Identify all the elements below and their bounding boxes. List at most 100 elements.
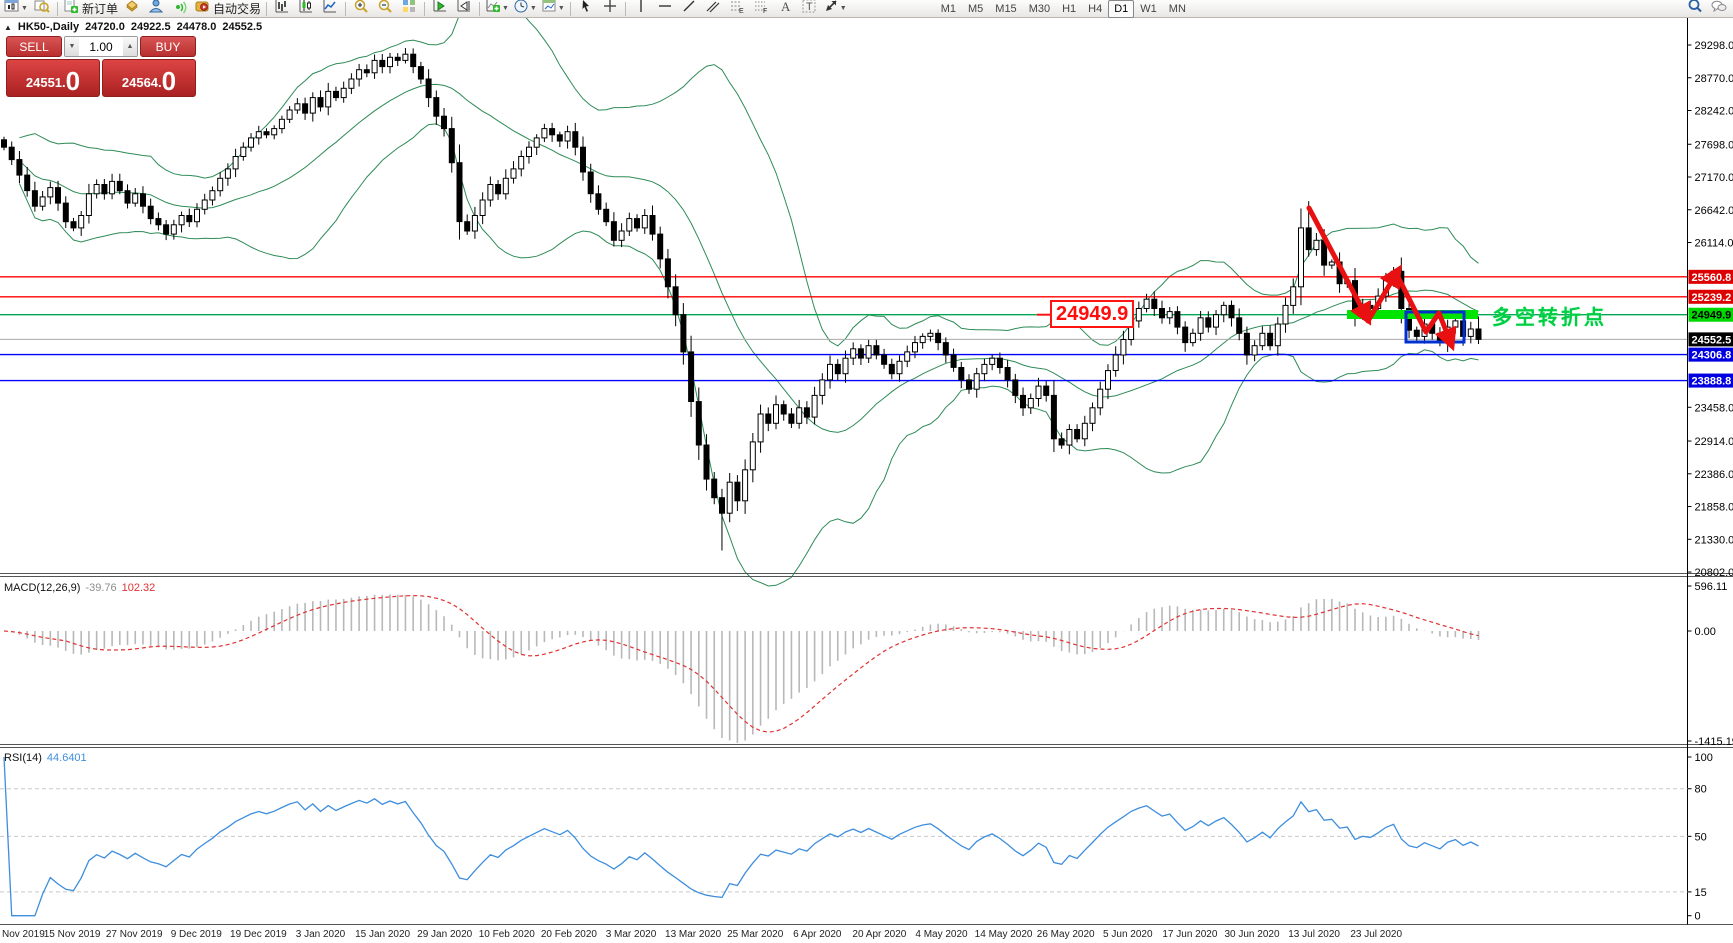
sell-button[interactable]: SELL: [6, 36, 62, 57]
svg-text:25239.2: 25239.2: [1692, 292, 1732, 304]
price-level-tag[interactable]: 24949.9: [1050, 300, 1135, 328]
trendline-button[interactable]: [677, 0, 701, 18]
rsi-panel: [0, 756, 1688, 917]
svg-text:A: A: [781, 0, 791, 14]
timeframe-m30-button[interactable]: M30: [1028, 2, 1051, 15]
buy-button[interactable]: BUY: [140, 36, 196, 57]
volume-increase-button[interactable]: ▲: [123, 37, 137, 56]
price-axis: 29298.0 28770.0 28242.0 27698.0 27170.0 26642…: [1687, 40, 1733, 579]
dropdown-caret-icon: ▼: [529, 5, 537, 12]
turning-point-annotation[interactable]: 多空转折点: [1492, 307, 1607, 329]
timeframe-d1-button[interactable]: D1: [1108, 0, 1135, 18]
zoom-out-icon: [377, 0, 393, 19]
zoom-out-button[interactable]: [373, 0, 397, 18]
date-tick-label: 4 May 2020: [915, 929, 968, 940]
chat-button[interactable]: [1707, 0, 1731, 18]
bollinger-upper-band: [19, 18, 1479, 347]
chart-window-button[interactable]: ▼: [2, 0, 30, 18]
tile-windows-button[interactable]: [397, 0, 421, 18]
timeframe-h4-button[interactable]: H4: [1088, 2, 1103, 15]
date-tick-label: 30 Jun 2020: [1224, 929, 1279, 940]
date-tick-label: 20 Feb 2020: [541, 929, 598, 940]
chart-area: 29298.0 28770.0 28242.0 27698.0 27170.0 26642…: [0, 18, 1733, 943]
timeframe-m1-button[interactable]: M1: [940, 2, 956, 15]
arrows-icon: [823, 0, 839, 19]
collapse-trade-panel-icon[interactable]: ▲: [4, 22, 12, 32]
date-tick-label: 23 Jul 2020: [1350, 929, 1402, 940]
date-tick-label: 5 Jun 2020: [1103, 929, 1153, 940]
date-tick-label: 15 Nov 2019: [44, 929, 101, 940]
macd-name: MACD(12,26,9): [4, 582, 81, 594]
bar-chart-button[interactable]: [270, 0, 294, 18]
trend-arrow[interactable]: [1306, 205, 1457, 352]
search-button[interactable]: [1683, 0, 1707, 18]
date-tick-label: 14 May 2020: [975, 929, 1033, 940]
buy-price-button[interactable]: 24564. 0: [102, 59, 196, 97]
svg-text:24306.8: 24306.8: [1692, 350, 1732, 362]
price-badge: [1688, 289, 1733, 304]
chart-canvas[interactable]: 29298.0 28770.0 28242.0 27698.0 27170.0 26642…: [0, 18, 1733, 943]
timeframe-w1-button[interactable]: W1: [1140, 2, 1157, 15]
timeframe-mn-button[interactable]: MN: [1168, 2, 1186, 15]
support-band[interactable]: [1347, 310, 1478, 319]
horizontal-line-icon: [657, 0, 673, 19]
fibo-expansion-button[interactable]: F: [749, 0, 773, 18]
zoom-in-button[interactable]: [349, 0, 373, 18]
toolbar-separator: [478, 1, 480, 16]
price-tick-label: 28242.0: [1695, 106, 1733, 118]
indicators-button[interactable]: ▼: [483, 0, 511, 18]
vertical-line-icon: [633, 0, 649, 19]
fibo-expansion-icon: F: [753, 0, 769, 19]
toolbar-separator: [344, 1, 346, 16]
vertical-line-button[interactable]: [629, 0, 653, 18]
new-order-button[interactable]: 新订单: [61, 0, 120, 18]
chart-preview-button[interactable]: [30, 0, 54, 18]
text-label-button[interactable]: T: [797, 0, 821, 18]
crosshair-button[interactable]: [598, 0, 622, 18]
sell-price-button[interactable]: 24551. 0: [6, 59, 100, 97]
chart-shift-button[interactable]: [452, 0, 476, 18]
terminal-button[interactable]: [144, 0, 168, 18]
timeframe-h1-button[interactable]: H1: [1062, 2, 1077, 15]
volume-decrease-button[interactable]: ▼: [65, 37, 79, 56]
sell-price-dot: .: [62, 75, 66, 90]
volume-input[interactable]: [79, 37, 123, 56]
buy-price-big-digit: 0: [161, 66, 177, 96]
price-tick-label: 26114.0: [1695, 238, 1733, 250]
new-order-icon: [63, 0, 79, 19]
chat-icon: [1711, 0, 1727, 19]
close-value: 24552.5: [222, 21, 263, 33]
horizontal-line-button[interactable]: [653, 0, 677, 18]
sell-price-big-digit: 0: [65, 66, 81, 96]
candlestick-chart-button[interactable]: [294, 0, 318, 18]
fibonacci-button[interactable]: E: [725, 0, 749, 18]
macd-scale: 596.11 0.00 -1415.19: [1687, 581, 1733, 748]
main-toolbar: ▼ 新订单 自动交易 ▼ ▼ ▼ E F A T ▼ M1 M5 M15 M30 H1 H4 D1 W1 MN: [0, 0, 1733, 18]
auto-scroll-button[interactable]: [428, 0, 452, 18]
signals-icon: [172, 0, 188, 19]
terminal-icon: [148, 0, 164, 19]
rsi-value: 44.6401: [46, 752, 87, 764]
svg-text:0: 0: [1695, 911, 1701, 923]
one-click-trade-panel: SELL ▼ ▲ BUY 24551.0 24564.0: [6, 36, 196, 97]
text-button[interactable]: A: [773, 0, 797, 18]
timeframe-m5-button[interactable]: M5: [968, 2, 984, 15]
line-chart-button[interactable]: [318, 0, 342, 18]
autotrading-button[interactable]: 自动交易: [192, 0, 263, 18]
toolbar-separator: [56, 1, 58, 16]
metaeditor-button[interactable]: [120, 0, 144, 18]
candlestick-series: [1, 48, 1482, 551]
periods-button[interactable]: ▼: [511, 0, 539, 18]
arrows-button[interactable]: ▼: [821, 0, 849, 18]
equidistant-channel-button[interactable]: [701, 0, 725, 18]
signals-button[interactable]: [168, 0, 192, 18]
templates-button[interactable]: ▼: [539, 0, 567, 18]
cursor-button[interactable]: [574, 0, 598, 18]
price-tick-label: 27170.0: [1695, 172, 1733, 184]
timeframe-toolbar: M1 M5 M15 M30 H1 H4 D1 W1 MN: [935, 0, 1192, 18]
toolbar-separator: [265, 1, 267, 16]
equidistant-channel-icon: [705, 0, 721, 19]
timeframe-m15-button[interactable]: M15: [995, 2, 1017, 15]
date-tick-label: 19 Dec 2019: [230, 929, 287, 940]
